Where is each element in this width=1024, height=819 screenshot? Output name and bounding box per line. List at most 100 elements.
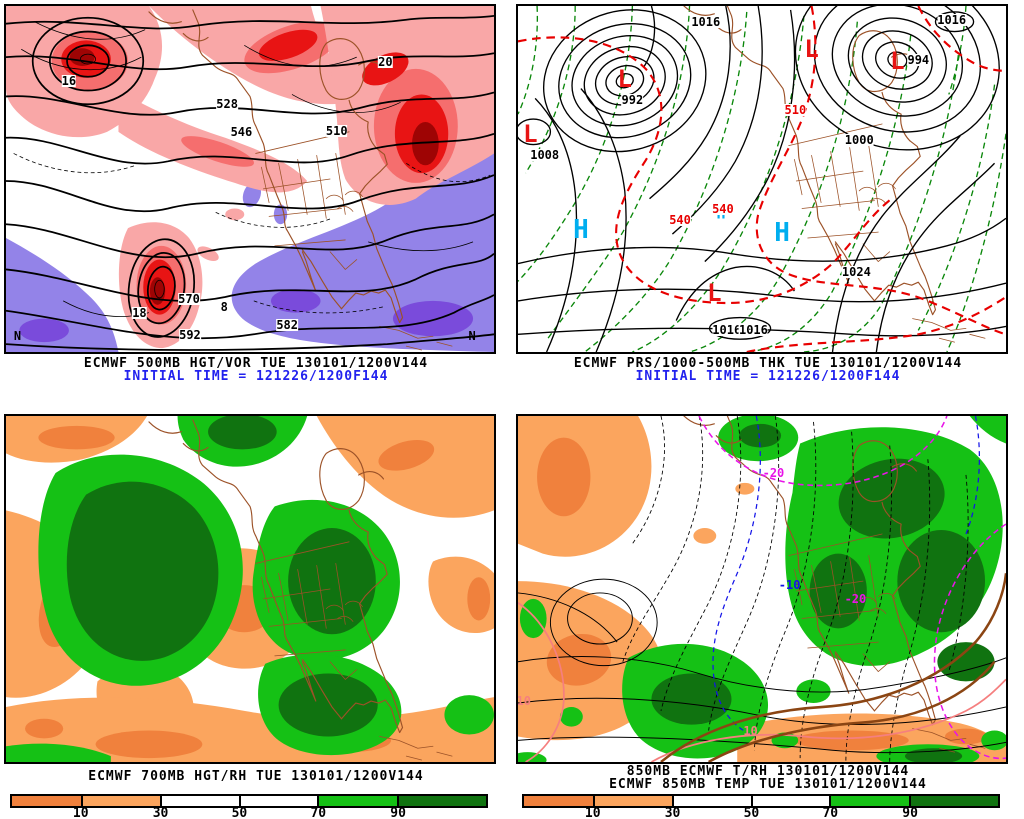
map-frame: -20 -20 -10 10 10 (516, 414, 1008, 764)
panel-title: ECMWF 500MB HGT/VOR TUE 130101/1200V144 (83, 356, 429, 371)
map-art-850mb-t-rh (518, 416, 1006, 762)
map-art-700mb-rh (6, 416, 494, 762)
colorbar-segment (908, 796, 998, 806)
contour-label: 592 (179, 328, 201, 343)
minus10-isotherm (712, 416, 980, 738)
panel-850mb-t-rh: -20 -20 -10 10 10 850MB ECMWF T/RH 130101/12… (512, 410, 1024, 819)
panel-title: ECMWF 700MB HGT/RH TUE 130101/1200V144 (88, 769, 424, 784)
panel-title: 850MB ECMWF T/RH 130101/1200V144 (626, 764, 910, 779)
isobar-contours (518, 6, 1006, 352)
plus10-isotherm (518, 602, 1006, 762)
panel-titles: ECMWF 700MB HGT/RH TUE 130101/1200V144 (0, 770, 512, 783)
contour-label: 20 (378, 55, 393, 70)
humidity-shading (6, 416, 494, 762)
contour-label: 1024 (841, 265, 871, 280)
contour-label: 10 (743, 723, 758, 738)
panel-titles: ECMWF 500MB HGT/VOR TUE 130101/1200V144 … (0, 357, 512, 383)
contour-label: N (13, 329, 22, 344)
panel-initial-time: INITIAL TIME = 121226/1200F144 (635, 369, 901, 384)
temperature-contours (518, 416, 1006, 762)
colorbar-tick-labels: 10 30 50 70 90 (10, 806, 488, 819)
map-labels-layer (6, 416, 494, 762)
map-frame: LLLLLHHH10089921016101699410005105405401… (516, 4, 1008, 354)
colorbar-tick-label: 30 (152, 806, 169, 819)
map-art-prs-thickness (518, 6, 1006, 352)
colorbar-segment (750, 796, 830, 806)
zero-isotherm (660, 573, 1006, 762)
contour-label: 10 (516, 694, 531, 709)
contour-label: 510 (325, 123, 348, 138)
contour-label: 570 (178, 291, 200, 306)
contour-label: -10 (778, 578, 801, 593)
map-art-500mb-hgt-vor (6, 6, 494, 352)
contour-label: 582 (276, 318, 299, 333)
contour-label: 546 (230, 124, 253, 139)
colorbar-segment (829, 796, 909, 806)
map-frame: N N 16 20 528 546 510 570 18 8 582 592 (4, 4, 496, 354)
contour-label: 540 (669, 213, 691, 228)
rh-colorbar: 10 30 50 70 90 (0, 794, 512, 819)
map-labels-layer: -20 -20 -10 10 10 (518, 416, 1006, 762)
rh-colorbar: 10 30 50 70 90 (512, 794, 1024, 819)
high-pressure-marker: H (573, 215, 589, 246)
low-pressure-marker: L (890, 47, 905, 76)
colorbar-segment (524, 796, 593, 806)
panel-500mb-hgt-vor: N N 16 20 528 546 510 570 18 8 582 592 ECMWF 500MB … (0, 0, 512, 409)
map-labels-layer: N N 16 20 528 546 510 570 18 8 582 592 (6, 6, 494, 352)
contour-label: 510 (784, 103, 807, 118)
colorbar-tick-labels: 10 30 50 70 90 (522, 806, 1000, 819)
contour-label: 528 (216, 97, 238, 112)
contour-label: N (468, 329, 476, 344)
panel-title-2: ECMWF 850MB TEMP TUE 130101/1200V144 (609, 777, 927, 792)
contour-label: 1016 (738, 323, 768, 338)
colorbar-tick-label: 50 (231, 806, 248, 819)
contour-label: 994 (907, 53, 930, 68)
colorbar-bar (522, 794, 1000, 808)
colorbar-tick-label: 90 (902, 806, 918, 819)
map-frame (4, 414, 496, 764)
contour-label: 1016 (691, 14, 721, 29)
map-labels-layer: LLLLLHHH10089921016101699410005105405401… (518, 6, 1006, 352)
panel-initial-time: INITIAL TIME = 121226/1200F144 (123, 369, 389, 384)
height-contours (6, 14, 494, 351)
colorbar-segment (672, 796, 751, 806)
colorbar-segment (592, 796, 673, 806)
contour-label: -20 (762, 466, 785, 480)
high-pressure-marker: H (774, 218, 790, 249)
colorbar-segment (317, 796, 397, 806)
colorbar-tick-label: 10 (72, 806, 89, 819)
humidity-shading (518, 416, 1006, 762)
low-pressure-marker: L (707, 279, 722, 308)
colorbar-segment (160, 796, 239, 806)
low-pressure-marker: L (523, 119, 538, 148)
contour-label: 992 (621, 93, 644, 108)
colorbar-tick-label: 50 (743, 806, 760, 819)
contour-label: 8 (220, 299, 228, 314)
colorbar-tick-label: 70 (310, 806, 327, 819)
colorbar-segment (238, 796, 318, 806)
contour-label: -20 (844, 591, 867, 606)
panel-titles: ECMWF PRS/1000-500MB THK TUE 130101/1200… (512, 357, 1024, 383)
panel-title: ECMWF PRS/1000-500MB THK TUE 130101/1200… (573, 356, 963, 371)
contour-label: 1008 (530, 148, 560, 163)
panel-prs-thickness: LLLLLHHH10089921016101699410005105405401… (512, 0, 1024, 409)
contour-label: 1000 (844, 132, 874, 147)
colorbar-tick-label: 30 (664, 806, 681, 819)
colorbar-segment (80, 796, 161, 806)
colorbar-bar (10, 794, 488, 808)
colorbar-segment (12, 796, 81, 806)
contour-label: 16 (61, 73, 77, 88)
colorbar-tick-label: 70 (822, 806, 839, 819)
minus20-isotherm (698, 416, 1006, 760)
colorbar-tick-label: 10 (584, 806, 601, 819)
contour-label: 1016 (712, 323, 742, 338)
low-pressure-marker: L (804, 35, 819, 64)
panel-titles: 850MB ECMWF T/RH 130101/1200V144 ECMWF 8… (512, 765, 1024, 791)
low-pressure-marker: L (617, 64, 632, 93)
contour-label: 540 (712, 202, 734, 217)
colorbar-tick-label: 90 (390, 806, 406, 819)
panel-700mb-hgt-rh: ECMWF 700MB HGT/RH TUE 130101/1200V144 1… (0, 410, 512, 819)
contour-label: 1016 (937, 12, 967, 27)
colorbar-segment (396, 796, 486, 806)
